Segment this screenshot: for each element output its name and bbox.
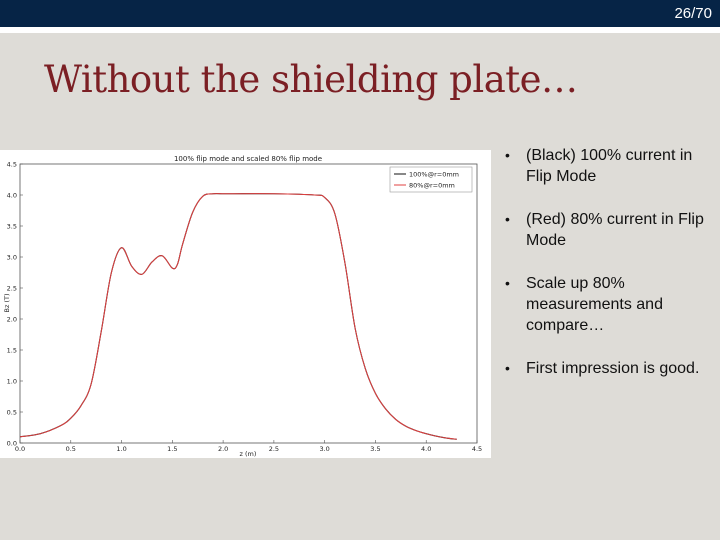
bullet-item: • Scale up 80% measurements and compare… — [505, 273, 710, 336]
y-tick-group: 0.0 0.5 1.0 1.5 2.0 2.5 3.0 3.5 4.0 4.5 — [7, 161, 23, 448]
y-tick-label: 0.5 — [7, 409, 17, 417]
legend-label-black: 100%@r=0mm — [409, 171, 459, 179]
y-tick-label: 3.5 — [7, 223, 17, 231]
y-axis-label: Bz (T) — [3, 294, 11, 313]
x-axis-label: z (m) — [240, 450, 257, 458]
bullet-item: • (Red) 80% current in Flip Mode — [505, 209, 710, 251]
bullet-text: First impression is good. — [526, 360, 700, 377]
y-tick-label: 1.5 — [7, 347, 17, 355]
x-tick-label: 1.5 — [167, 445, 177, 453]
y-tick-label: 3.0 — [7, 254, 17, 262]
page-number: 26/70 — [674, 5, 712, 22]
x-tick-label: 0.0 — [15, 445, 25, 453]
bullet-item: • (Black) 100% current in Flip Mode — [505, 145, 710, 187]
bullet-list: • (Black) 100% current in Flip Mode • (Red… — [505, 145, 710, 401]
bullet-text: Scale up 80% measurements and compare… — [526, 275, 663, 334]
bullet-item: • First impression is good. — [505, 358, 710, 379]
bullet-dot-icon: • — [505, 275, 510, 291]
chart-title: 100% flip mode and scaled 80% flip mode — [174, 155, 322, 163]
x-tick-label: 4.0 — [421, 445, 431, 453]
y-tick-label: 4.5 — [7, 161, 17, 169]
x-tick-label: 1.0 — [116, 445, 126, 453]
series-line-red — [19, 193, 457, 440]
bullet-text: (Black) 100% current in Flip Mode — [526, 147, 693, 185]
series-group — [19, 193, 457, 440]
line-chart: 100% flip mode and scaled 80% flip mode … — [3, 155, 482, 458]
legend-label-red: 80%@r=0mm — [409, 182, 455, 190]
x-tick-label: 2.5 — [269, 445, 279, 453]
header-divider — [0, 27, 720, 33]
y-tick-label: 1.0 — [7, 378, 17, 386]
chart-image: 100% flip mode and scaled 80% flip mode … — [0, 150, 491, 458]
x-tick-label: 3.0 — [319, 445, 329, 453]
plot-frame — [19, 163, 478, 444]
y-tick-label: 4.0 — [7, 192, 17, 200]
header-bar: 26/70 — [0, 0, 720, 27]
bullet-dot-icon: • — [505, 211, 510, 227]
bullet-text: (Red) 80% current in Flip Mode — [526, 211, 704, 249]
y-tick-label: 0.0 — [7, 440, 17, 448]
x-tick-label: 4.5 — [472, 445, 482, 453]
bullet-dot-icon: • — [505, 360, 510, 376]
slide-title: Without the shielding plate… — [44, 58, 578, 101]
legend: 100%@r=0mm 80%@r=0mm — [389, 166, 473, 193]
x-tick-group: 0.0 0.5 1.0 1.5 2.0 2.5 3.0 3.5 4.0 4.5 — [15, 440, 482, 453]
x-tick-label: 0.5 — [66, 445, 76, 453]
x-tick-label: 3.5 — [370, 445, 380, 453]
y-tick-label: 2.5 — [7, 285, 17, 293]
y-tick-label: 2.0 — [7, 316, 17, 324]
legend-box — [389, 166, 473, 193]
x-tick-label: 2.0 — [218, 445, 228, 453]
bullet-dot-icon: • — [505, 147, 510, 163]
